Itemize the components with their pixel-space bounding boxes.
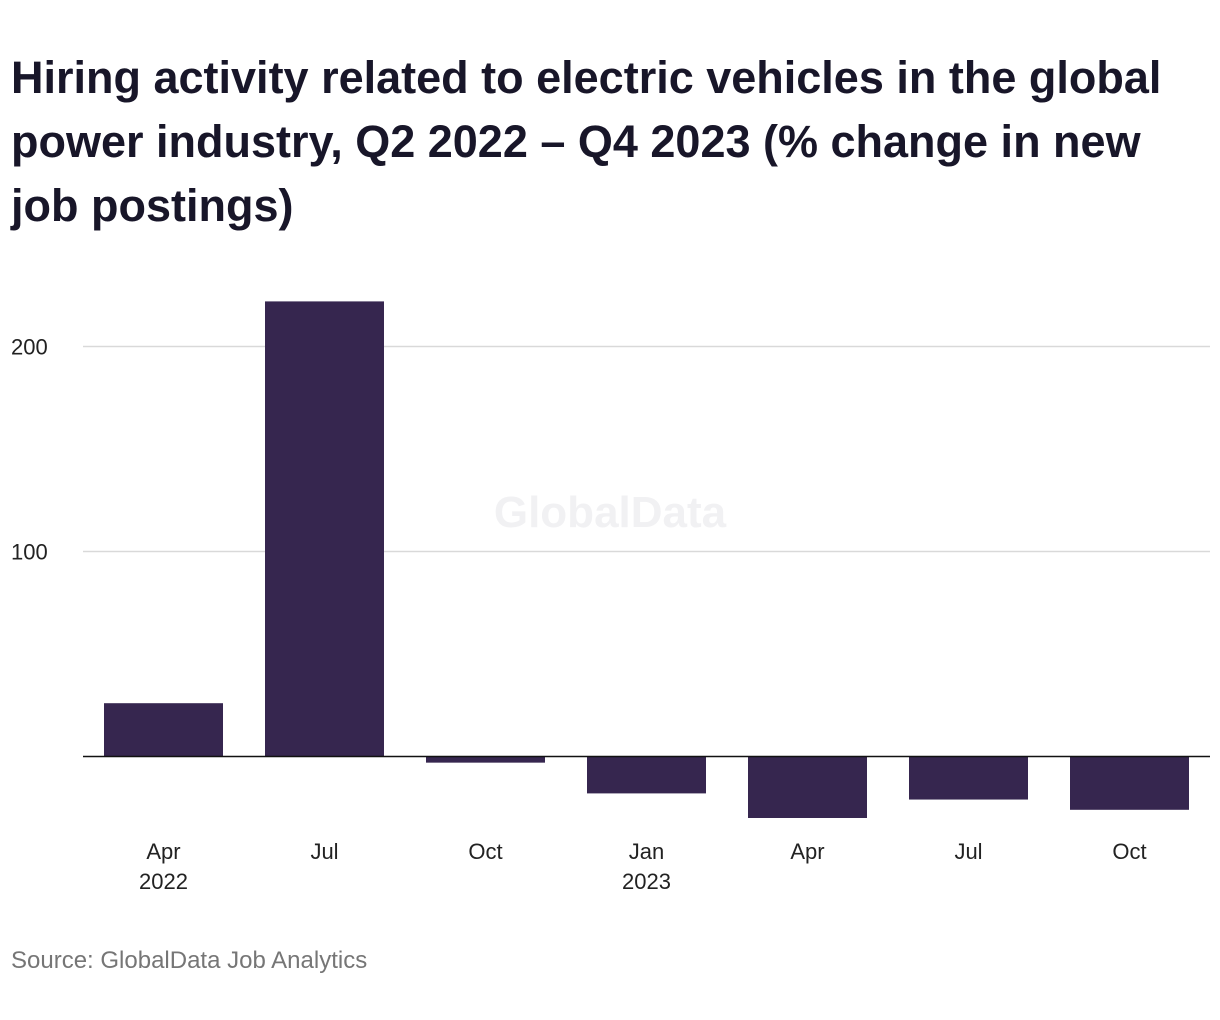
x-tick-label: Apr xyxy=(146,839,180,864)
x-tick-label: Jul xyxy=(310,839,338,864)
y-tick-label: 100 xyxy=(11,540,48,565)
bar-5 xyxy=(909,756,1028,800)
y-tick-label: 200 xyxy=(11,335,48,360)
source-note: Source: GlobalData Job Analytics xyxy=(11,947,368,974)
chart-title: Hiring activity related to electric vehi… xyxy=(11,52,1162,231)
y-axis-ticks: 100 200 xyxy=(11,335,48,565)
x-tick-label: Jan xyxy=(629,839,664,864)
watermark-text: GlobalData xyxy=(494,488,727,537)
x-tick-label: Jul xyxy=(954,839,982,864)
x-tick-year-label: 2022 xyxy=(139,869,188,894)
x-axis-ticks: Apr 2022 Jul Oct Jan 2023 Apr Jul Oct xyxy=(139,839,1147,894)
bar-2 xyxy=(426,756,545,763)
bar-4 xyxy=(748,756,867,818)
x-tick-label: Apr xyxy=(790,839,824,864)
bar-1 xyxy=(265,301,384,757)
x-tick-label: Oct xyxy=(1112,839,1146,864)
bar-3 xyxy=(587,756,706,794)
bar-6 xyxy=(1070,756,1189,810)
bars xyxy=(104,301,1189,818)
bar-0 xyxy=(104,703,223,757)
x-tick-year-label: 2023 xyxy=(622,869,671,894)
x-tick-label: Oct xyxy=(468,839,502,864)
